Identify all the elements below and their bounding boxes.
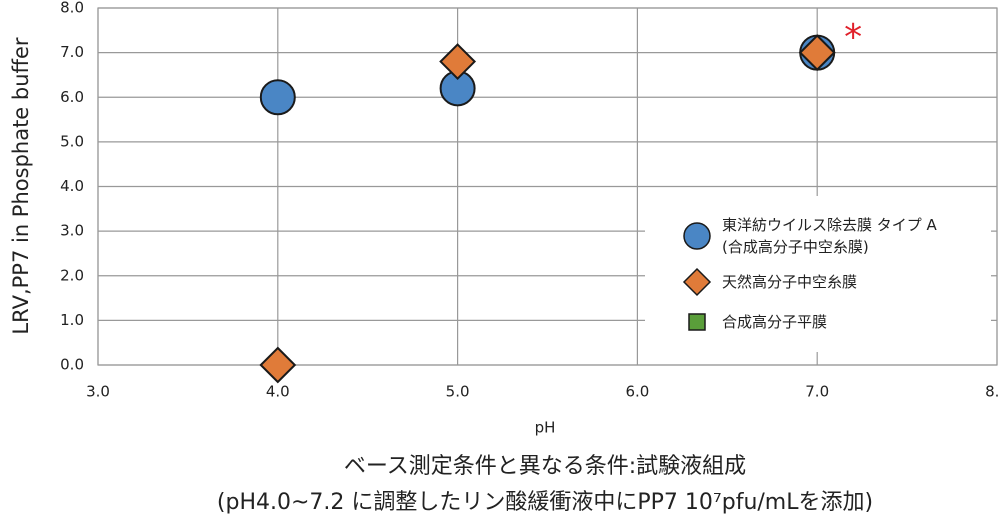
annotation: * <box>844 17 862 58</box>
y-tick-label: 5.0 <box>60 132 84 150</box>
x-tick-label: 6.0 <box>625 383 649 401</box>
point <box>798 34 836 72</box>
y-axis-label: LRV,PP7 in Phosphate buffer <box>9 37 33 334</box>
y-tick-label: 8.0 <box>60 0 84 17</box>
y-tick-label: 4.0 <box>60 177 84 195</box>
y-tick-label: 1.0 <box>60 311 84 329</box>
x-tick-label: 4.0 <box>266 383 290 401</box>
legend-label: 東洋紡ウイルス除去膜 タイプ A (合成高分子中空糸膜) <box>722 216 937 256</box>
point <box>439 43 477 80</box>
y-tick-label: 3.0 <box>60 222 84 240</box>
y-tick-label: 7.0 <box>60 43 84 61</box>
legend-marker <box>688 313 706 331</box>
caption: ベース測定条件と異なる条件:試験液組成 <box>344 454 746 479</box>
y-tick-label: 0.0 <box>60 356 84 374</box>
y-tick-label: 6.0 <box>60 88 84 106</box>
legend-label: 天然高分子中空糸膜 <box>722 273 858 291</box>
plot-frame <box>97 7 998 366</box>
legend-marker <box>683 222 711 250</box>
legend-marker <box>682 267 712 297</box>
x-tick-label: 3.0 <box>86 383 110 401</box>
x-tick-label: 7.0 <box>805 383 829 401</box>
legend-label: 合成高分子平膜 <box>722 313 828 331</box>
caption: (pH4.0~7.2 に調整したリン酸緩衝液中にPP7 10⁷pfu/mLを添加… <box>217 490 873 515</box>
point <box>259 346 297 384</box>
y-tick-label: 2.0 <box>60 266 84 284</box>
point <box>259 79 296 116</box>
x-axis-label: pH <box>535 419 556 437</box>
x-tick-label: 8.0 <box>985 383 1000 401</box>
x-tick-label: 5.0 <box>446 383 470 401</box>
